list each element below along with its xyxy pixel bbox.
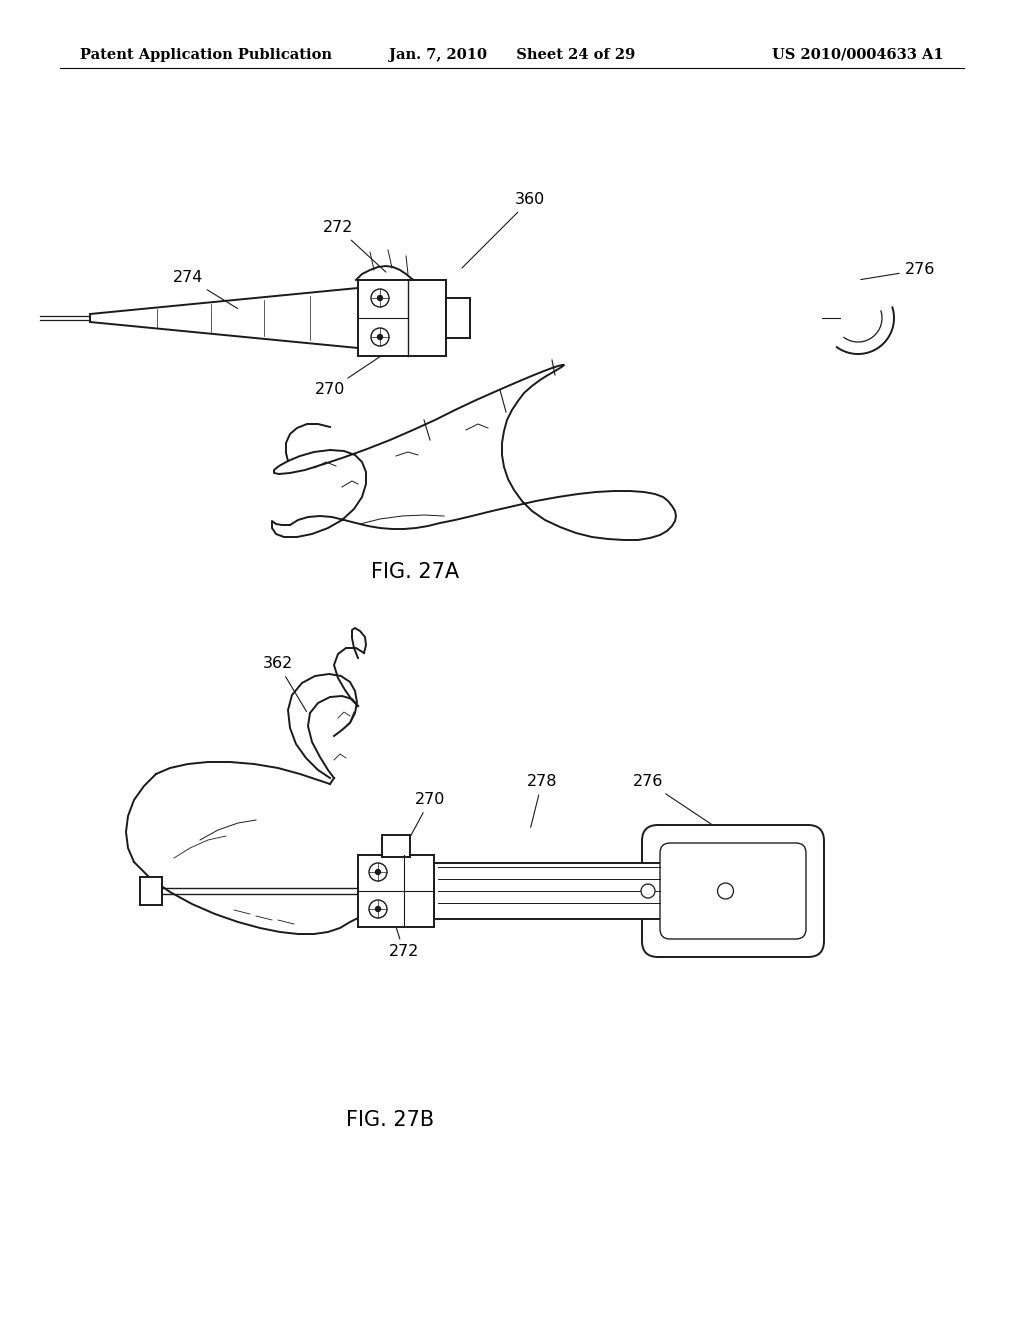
Text: 360: 360: [462, 193, 545, 268]
Text: 272: 272: [323, 220, 386, 272]
Circle shape: [378, 296, 383, 301]
Bar: [446, 298, 470, 338]
Circle shape: [376, 870, 381, 874]
Bar: [358, 280, 446, 356]
Circle shape: [371, 327, 389, 346]
Text: 274: 274: [173, 271, 238, 309]
FancyBboxPatch shape: [642, 825, 824, 957]
Text: FIG. 27B: FIG. 27B: [346, 1110, 434, 1130]
Circle shape: [378, 334, 383, 339]
Text: 270: 270: [403, 792, 445, 850]
Circle shape: [376, 907, 381, 912]
Circle shape: [369, 900, 387, 917]
Text: 276: 276: [633, 775, 718, 829]
Circle shape: [718, 883, 733, 899]
FancyBboxPatch shape: [660, 843, 806, 939]
Circle shape: [371, 289, 389, 308]
Bar: [382, 836, 410, 857]
Text: 276: 276: [861, 263, 935, 280]
Text: US 2010/0004633 A1: US 2010/0004633 A1: [772, 48, 944, 62]
Circle shape: [641, 884, 655, 898]
Bar: [140, 876, 162, 906]
Text: Patent Application Publication: Patent Application Publication: [80, 48, 332, 62]
Text: FIG. 27A: FIG. 27A: [371, 562, 459, 582]
Text: 270: 270: [314, 355, 382, 397]
Text: Jan. 7, 2010  Sheet 24 of 29: Jan. 7, 2010 Sheet 24 of 29: [389, 48, 635, 62]
Bar: [358, 855, 434, 927]
Text: 278: 278: [526, 775, 557, 828]
Circle shape: [369, 863, 387, 880]
Text: 272: 272: [389, 911, 419, 960]
Text: 362: 362: [263, 656, 306, 711]
FancyBboxPatch shape: [434, 863, 668, 919]
